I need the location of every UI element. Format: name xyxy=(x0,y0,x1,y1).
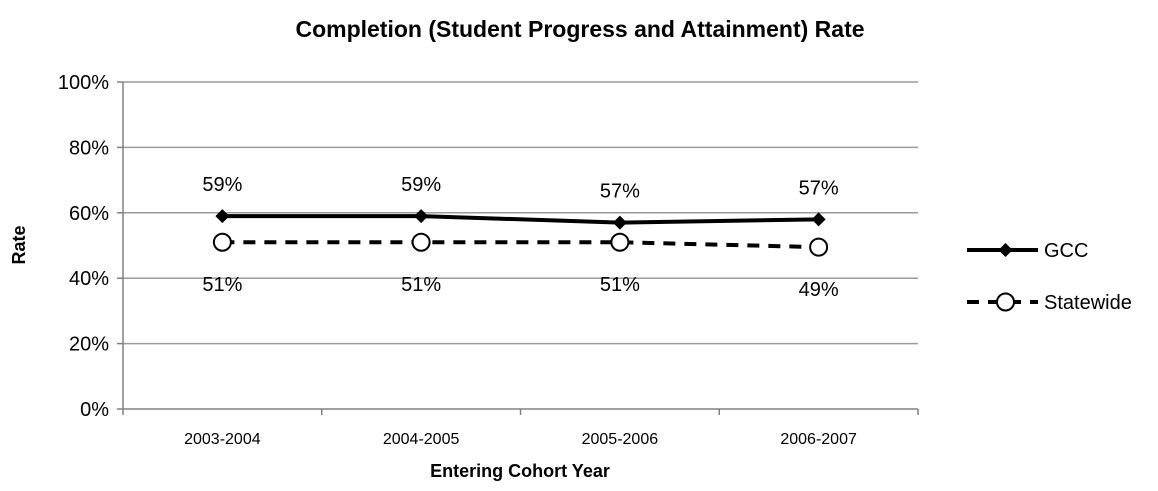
y-tick-labels: 0% 20% 40% 60% 80% 100% xyxy=(58,72,109,421)
data-point-diamond xyxy=(414,209,429,224)
x-tick-label: 2004-2005 xyxy=(383,431,460,448)
chart-title: Completion (Student Progress and Attainm… xyxy=(295,16,864,42)
gridlines xyxy=(123,81,918,345)
legend: GCC Statewide xyxy=(967,240,1132,314)
y-tick-label: 100% xyxy=(58,72,109,94)
data-point-diamond xyxy=(998,243,1013,257)
y-tick-label: 0% xyxy=(80,399,109,421)
legend-label: GCC xyxy=(1044,240,1088,262)
x-tick-label: 2006-2007 xyxy=(780,431,857,448)
data-point-diamond xyxy=(215,209,230,224)
data-label: 57% xyxy=(799,177,839,199)
x-tick-labels: 2003-2004 2004-2005 2005-2006 2006-2007 xyxy=(184,431,857,448)
data-label: 51% xyxy=(600,274,640,296)
axes xyxy=(117,81,919,415)
data-point-circle xyxy=(610,232,630,252)
data-point-circle xyxy=(996,292,1015,312)
data-point-diamond xyxy=(612,215,627,230)
data-point-circle xyxy=(212,232,232,252)
y-tick-label: 80% xyxy=(69,137,109,159)
data-label: 57% xyxy=(600,181,640,203)
series-line-gcc xyxy=(222,214,819,225)
series-line-statewide xyxy=(222,240,819,250)
y-tick-label: 60% xyxy=(69,203,109,225)
data-point-diamond xyxy=(811,212,826,227)
y-tick-label: 20% xyxy=(69,334,109,356)
data-point-circle xyxy=(809,237,829,257)
y-tick-label: 40% xyxy=(69,268,109,290)
data-label: 59% xyxy=(202,174,242,196)
data-labels: 59% 59% 57% 57% 51% 51% 51% 49% xyxy=(202,174,838,301)
x-tick-label: 2003-2004 xyxy=(184,431,261,448)
legend-label: Statewide xyxy=(1044,292,1132,314)
series-layer xyxy=(212,209,829,257)
y-axis-title: Rate xyxy=(9,225,29,264)
data-label: 51% xyxy=(401,274,441,296)
data-label: 49% xyxy=(799,279,839,301)
x-axis-title: Entering Cohort Year xyxy=(430,461,610,481)
data-label: 59% xyxy=(401,174,441,196)
x-tick-label: 2005-2006 xyxy=(582,431,659,448)
data-point-circle xyxy=(411,232,431,252)
data-label: 51% xyxy=(202,274,242,296)
